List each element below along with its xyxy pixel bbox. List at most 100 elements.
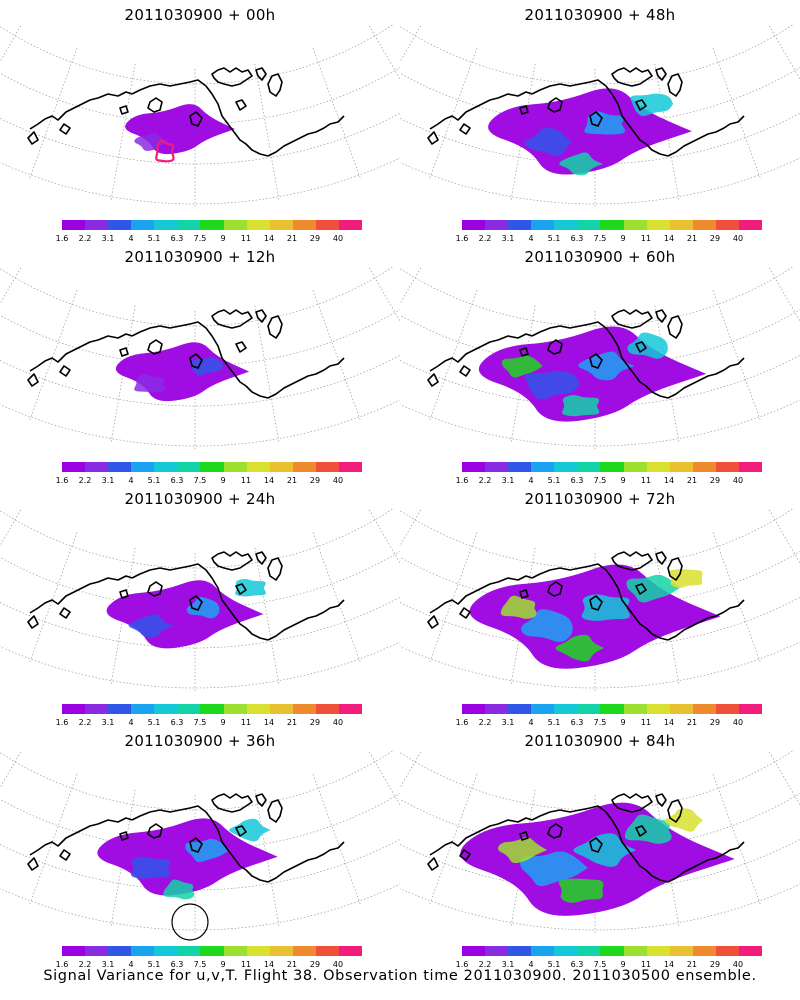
colorbar-swatch	[623, 220, 647, 230]
colorbar-label: 14	[263, 476, 275, 485]
panel-title: 2011030900 + 36h	[124, 732, 276, 750]
colorbar-label: 7.5	[193, 476, 207, 485]
colorbar-label: 14	[663, 476, 675, 485]
colorbar-label: 1.6	[55, 960, 69, 969]
colorbar-label: 14	[663, 718, 675, 727]
colorbar-swatch	[62, 220, 86, 230]
flight-circle-marker	[171, 903, 209, 941]
colorbar-label: 6.3	[170, 476, 184, 485]
colorbar-label: 3.1	[101, 718, 115, 727]
variance-region	[521, 609, 573, 643]
colorbar-label: 14	[263, 960, 275, 969]
polar-map	[400, 24, 800, 209]
colorbar-swatch	[531, 946, 555, 956]
colorbar-swatch	[338, 220, 363, 230]
polar-map	[400, 266, 800, 451]
colorbar-swatch	[692, 704, 716, 714]
colorbar-label: 1.6	[455, 960, 469, 969]
colorbar-label: 5.1	[547, 960, 561, 969]
colorbar-label: 40	[332, 718, 344, 727]
colorbar-swatch	[577, 946, 601, 956]
colorbar-label: 2.2	[78, 718, 92, 727]
coastline	[427, 551, 745, 641]
colorbar-labels: 1.6 2.2 3.1 4 5.1 6.3 7.5 9 11 14 21 29 40	[456, 476, 762, 486]
colorbar-swatch	[646, 220, 670, 230]
colorbar-swatch	[577, 704, 601, 714]
colorbar-label: 40	[732, 960, 744, 969]
colorbar-label: 11	[240, 960, 252, 969]
coastline	[27, 551, 345, 641]
colorbar-swatch	[62, 946, 86, 956]
colorbar-label: 11	[240, 234, 252, 243]
colorbar-label: 9	[620, 476, 626, 485]
variance-region	[624, 814, 672, 844]
variance-region	[519, 851, 588, 887]
colorbar-label: 5.1	[147, 234, 161, 243]
colorbar-label: 40	[732, 476, 744, 485]
colorbar-label: 3.1	[101, 476, 115, 485]
variance-region	[669, 569, 703, 588]
colorbar-swatch	[131, 946, 155, 956]
variance-region-low	[115, 342, 250, 402]
colorbar-label: 3.1	[501, 960, 515, 969]
colorbar-swatch	[485, 462, 509, 472]
colorbar-label: 29	[709, 234, 721, 243]
colorbar-label: 9	[220, 476, 226, 485]
colorbar	[62, 220, 363, 232]
colorbar-swatch	[623, 462, 647, 472]
variance-region	[134, 133, 169, 151]
colorbar-swatch	[108, 946, 132, 956]
colorbar-swatch	[85, 704, 109, 714]
colorbar-label: 2.2	[78, 960, 92, 969]
colorbar-swatch	[315, 462, 339, 472]
variance-region	[186, 596, 220, 619]
coastline	[427, 309, 745, 399]
colorbar-swatch	[669, 462, 693, 472]
colorbar-swatch	[508, 462, 532, 472]
variance-region	[584, 111, 626, 135]
colorbar-swatch	[600, 462, 624, 472]
colorbar-label: 21	[686, 960, 698, 969]
colorbar-labels: 1.6 2.2 3.1 4 5.1 6.3 7.5 9 11 14 21 29 40	[456, 234, 762, 244]
colorbar-swatch	[292, 220, 316, 230]
colorbar-label: 21	[686, 476, 698, 485]
colorbar-label: 3.1	[101, 234, 115, 243]
colorbar-swatch	[692, 462, 716, 472]
colorbar-swatch	[85, 220, 109, 230]
colorbar-swatch	[154, 946, 178, 956]
variance-region	[525, 370, 580, 400]
variance-region	[130, 856, 171, 879]
figure-caption: Signal Variance for u,v,T. Flight 38. Ob…	[43, 968, 757, 984]
colorbar-swatch	[577, 462, 601, 472]
colorbar-label: 7.5	[593, 960, 607, 969]
variance-region	[134, 374, 166, 393]
colorbar-label: 11	[240, 718, 252, 727]
map-panel-84h: 2011030900 + 84h 1.6 2.2 3.1 4 5.1 6.3 7.5 9 11 1…	[400, 726, 800, 969]
variance-region	[630, 93, 674, 117]
colorbar-label: 7.5	[593, 718, 607, 727]
colorbar-label: 6.3	[170, 234, 184, 243]
colorbar-label: 5.1	[547, 234, 561, 243]
colorbar-label: 6.3	[570, 718, 584, 727]
colorbar-label: 5.1	[547, 476, 561, 485]
colorbar-swatch	[692, 220, 716, 230]
colorbar-swatch	[738, 946, 763, 956]
colorbar-label: 3.1	[101, 960, 115, 969]
colorbar-swatch	[200, 946, 224, 956]
colorbar	[62, 462, 363, 474]
colorbar-swatch	[338, 946, 363, 956]
colorbar-swatch	[292, 704, 316, 714]
variance-field	[469, 564, 721, 669]
colorbar-label: 14	[263, 718, 275, 727]
colorbar-swatch	[508, 220, 532, 230]
colorbar-swatch	[177, 462, 201, 472]
colorbar-label: 4	[528, 960, 534, 969]
colorbar-label: 40	[732, 718, 744, 727]
colorbar-swatch	[738, 220, 763, 230]
colorbar-swatch	[623, 704, 647, 714]
colorbar-swatch	[462, 704, 486, 714]
colorbar-label: 11	[640, 476, 652, 485]
colorbar-label: 29	[309, 960, 321, 969]
colorbar-label: 21	[286, 476, 298, 485]
colorbar-swatch	[462, 220, 486, 230]
